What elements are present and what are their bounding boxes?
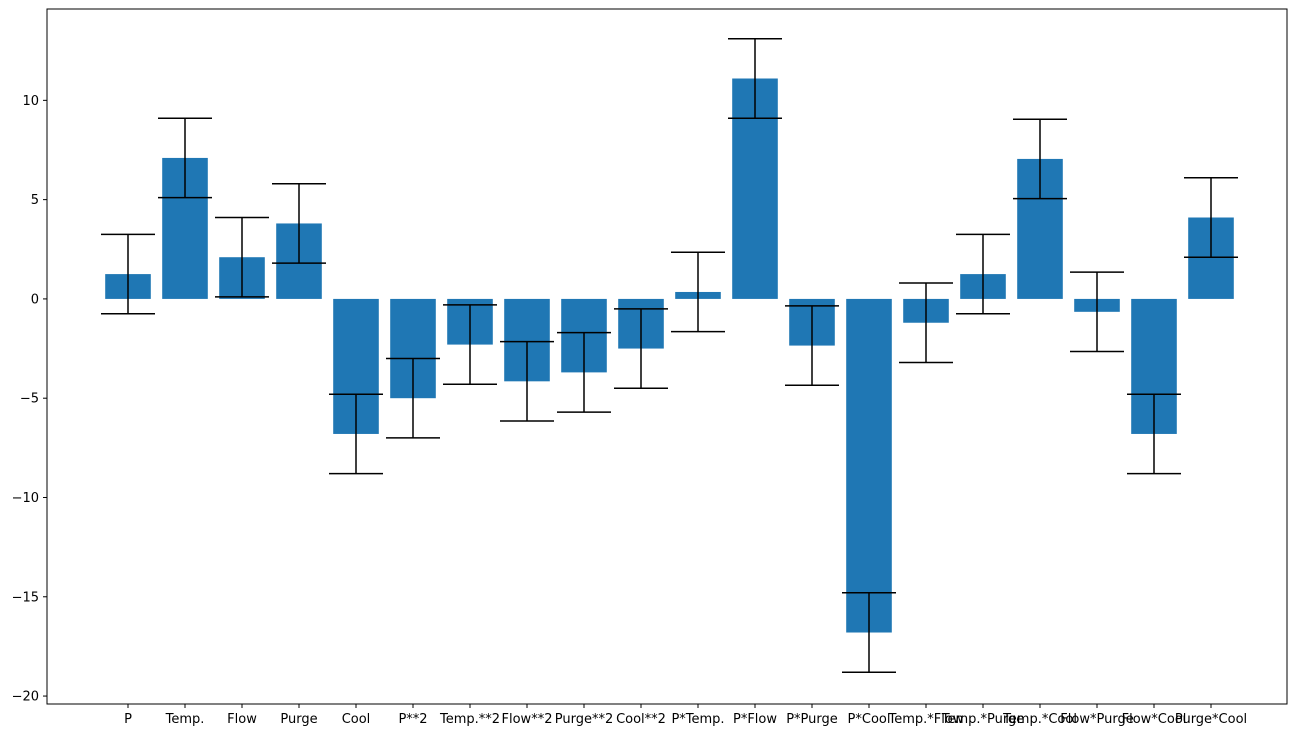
y-tick-label: −5 <box>20 392 39 407</box>
bars-layer <box>105 78 1234 633</box>
x-tick-label: Flow*Cool <box>1122 712 1187 727</box>
x-axis: P Temp. Flow Purge Cool P**2 Temp.**2 Flow**2 Pu… <box>124 704 1247 727</box>
x-tick-label: P*Purge <box>786 712 838 727</box>
x-tick-label: Flow <box>227 712 257 727</box>
x-tick-label: P*Temp. <box>671 712 724 727</box>
x-tick-label: Temp.*Cool <box>1002 712 1077 727</box>
x-tick-label: P*Flow <box>733 712 777 727</box>
x-tick-label: Purge*Cool <box>1175 712 1247 727</box>
x-tick-label: Purge <box>280 712 317 727</box>
x-tick-label: Cool**2 <box>616 712 666 727</box>
y-tick-label: 5 <box>31 193 39 208</box>
x-tick-label: Cool <box>342 712 371 727</box>
x-tick-label: P**2 <box>398 712 427 727</box>
x-tick-label: P*Cool <box>848 712 891 727</box>
y-tick-label: −15 <box>12 590 39 605</box>
y-tick-label: −10 <box>12 491 39 506</box>
x-tick-label: Flow**2 <box>502 712 553 727</box>
y-tick-label: 0 <box>31 292 39 307</box>
y-tick-label: 10 <box>22 94 39 109</box>
x-tick-label: Temp.*Purge <box>941 712 1025 727</box>
bar <box>846 298 892 633</box>
x-tick-label: Temp. <box>165 712 205 727</box>
x-tick-label: Temp.*Flow <box>888 712 964 727</box>
x-tick-label: Temp.**2 <box>439 712 500 727</box>
y-axis: −20 −15 −10 −5 0 5 10 <box>12 94 47 705</box>
plot-frame <box>46 8 1288 705</box>
y-tick-label: −20 <box>12 690 39 705</box>
x-tick-label: Flow*Purge <box>1060 712 1133 727</box>
x-tick-label: P <box>124 712 132 727</box>
errorbars-layer <box>101 38 1238 673</box>
x-tick-label: Purge**2 <box>555 712 614 727</box>
